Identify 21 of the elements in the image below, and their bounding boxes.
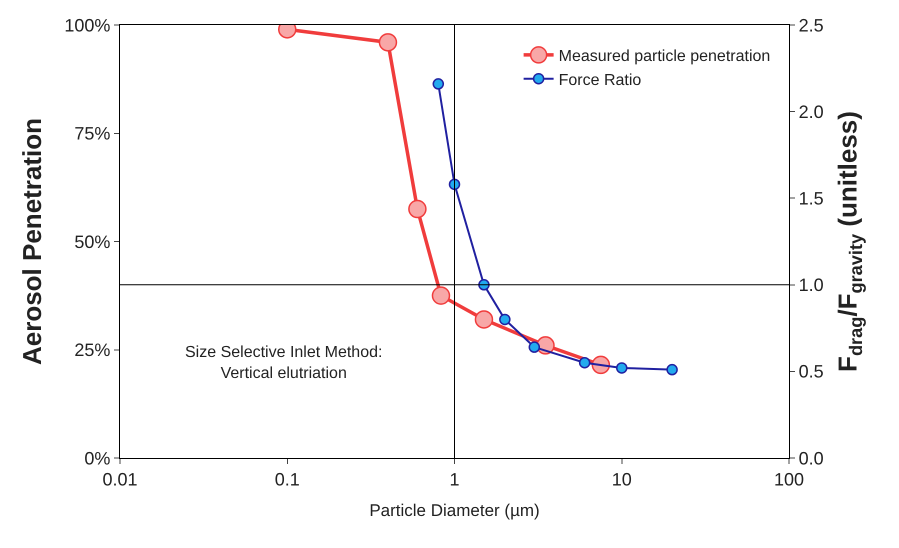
y2-tick-label: 1.5 [798,188,824,208]
y-tick-label: 50% [74,232,110,252]
y2-tick-label: 2.0 [798,102,824,122]
x-axis-title: Particle Diameter (µm) [369,501,540,520]
y-tick-label: 0% [84,448,110,468]
y-tick-label: 25% [74,340,110,360]
y2-tick-label: 0.5 [798,362,824,382]
y-axis-title: Aerosol Penetration [16,118,47,366]
x-tick-label: 10 [612,470,632,490]
x-tick-label: 1 [449,470,460,490]
y2-tick-label: 0.0 [798,448,824,468]
annotation: Size Selective Inlet Method: Vertical elutriation [185,344,382,382]
y2-tick-label: 2.5 [798,15,824,36]
y-tick-label: 75% [74,124,110,144]
x-tick-label: 0.01 [102,470,138,490]
legend-label: Force Ratio [558,72,642,89]
legend-label: Measured particle penetration [558,48,770,66]
y2-tick-label: 1.0 [798,275,824,296]
x-tick-label: 100 [774,470,804,490]
x-tick-label: 0.1 [274,470,300,490]
y-tick-label: 100% [64,15,110,36]
